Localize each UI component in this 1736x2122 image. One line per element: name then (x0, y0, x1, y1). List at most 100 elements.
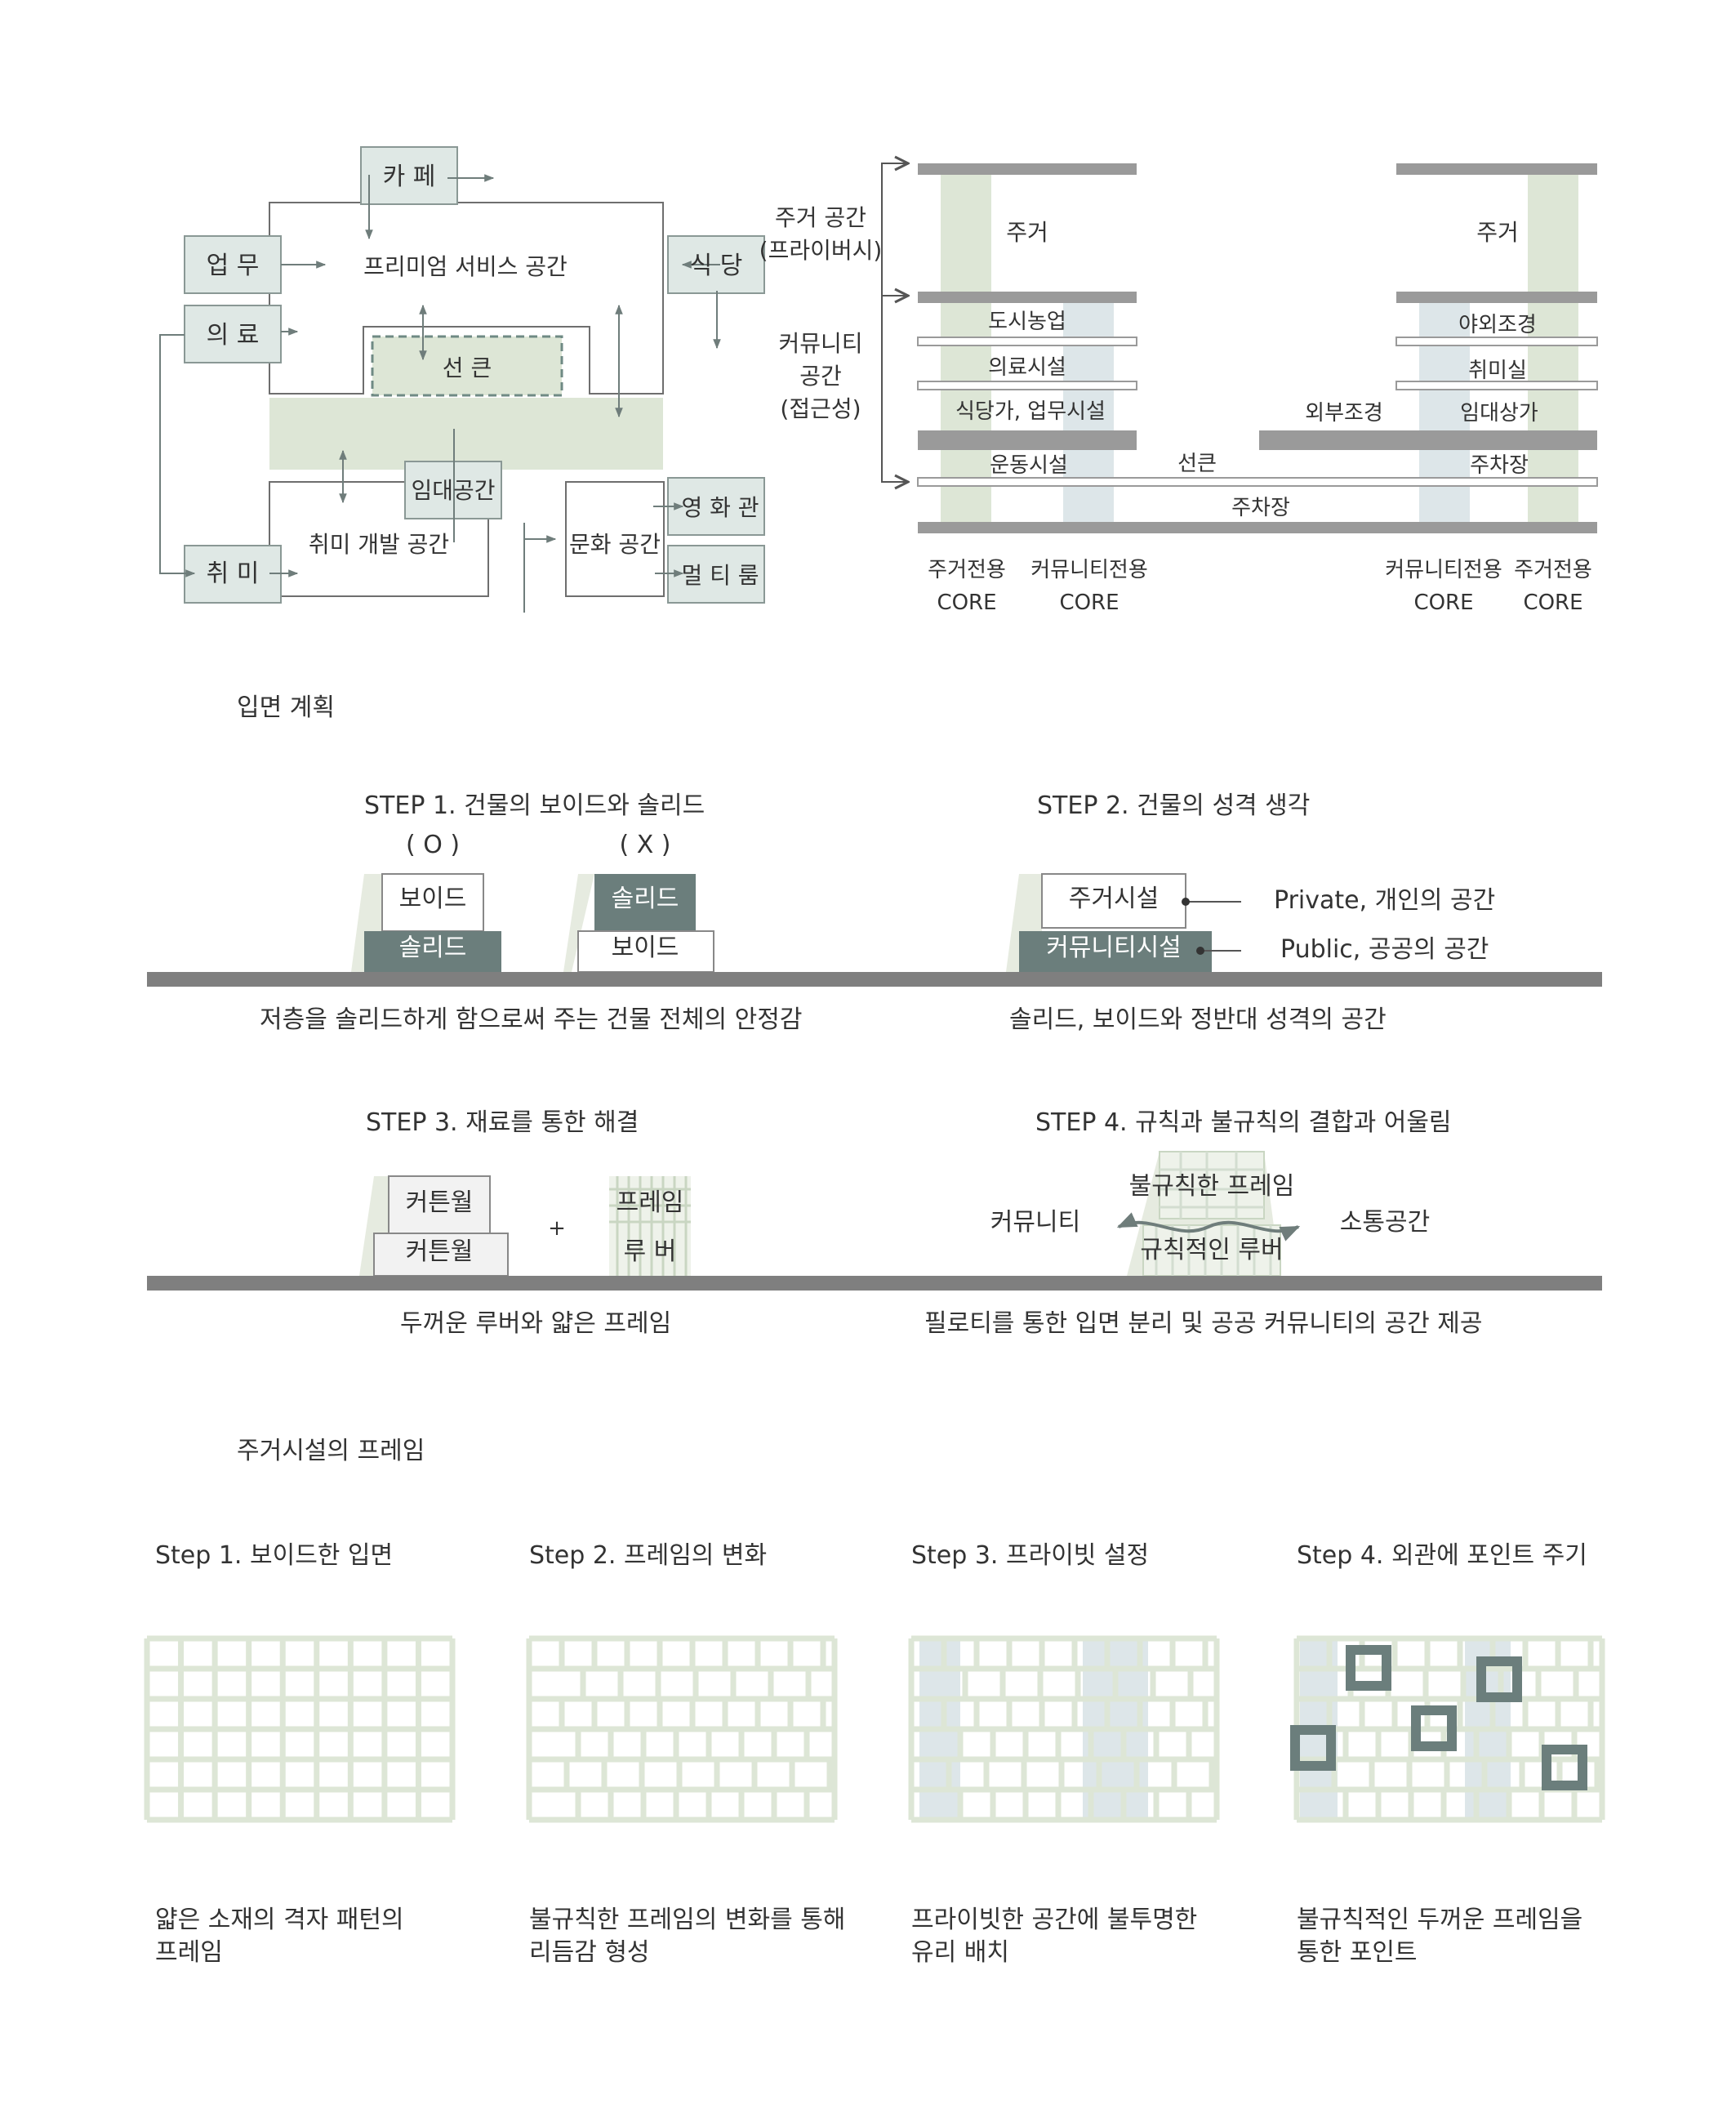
section-diagram: 주거 공간 (프라이버시) 커뮤니티 공간 (접근성) 주거 도시농업 의료시설… (759, 163, 1598, 615)
rental-shops-label: 임대상가 (1460, 401, 1538, 426)
frame-step2-cap1: 불규칙한 프레임의 변화를 통해 (529, 1906, 845, 1934)
core-residential-left (941, 173, 991, 531)
facade-step1: STEP 1. 건물의 보이드와 솔리드 ( O ) ( X ) 보이드 솔리드… (260, 791, 802, 1034)
step1-caption: 저층을 솔리드하게 함으로써 주는 건물 전체의 안정감 (260, 1005, 802, 1034)
rental-label: 임대공간 (411, 477, 495, 504)
ground-line-2 (147, 1276, 1602, 1291)
culture-zone (565, 481, 665, 597)
step4-title: STEP 4. 규칙과 불규칙의 결합과 어울림 (1035, 1108, 1452, 1137)
office-label: 업 무 (207, 252, 260, 280)
cafe-node (360, 146, 458, 205)
ok-mark: ( O ) (406, 831, 460, 859)
frame-louver-sample (609, 1176, 691, 1276)
hobby-label: 취 미 (207, 559, 260, 588)
core3-l1: 커뮤니티전용 (1385, 558, 1502, 582)
medical-label: 의 료 (207, 321, 260, 350)
core2-l2: CORE (1059, 591, 1119, 615)
no-void-label: 보이드 (612, 934, 679, 962)
community-label: 커뮤니티 (778, 330, 862, 357)
restaurant-office-label: 식당가, 업무시설 (955, 399, 1106, 424)
step2-caption: 솔리드, 보이드와 정반대 성격의 공간 (1009, 1005, 1387, 1034)
section-thin-slabs (917, 337, 1598, 487)
restaurant-label: 식 당 (690, 252, 743, 280)
frame-step2-title: Step 2. 프레임의 변화 (529, 1541, 767, 1570)
step3-caption: 두꺼운 루버와 얇은 프레임 (400, 1309, 671, 1338)
left-residential-label: 주거 (1006, 219, 1048, 246)
space-label: 공간 (799, 363, 842, 390)
residential-facility-label: 주거시설 (1069, 885, 1159, 913)
farming-label: 도시농업 (988, 310, 1066, 334)
program-diagram: 카 페 업 무 의 료 식 당 영 화 관 멀 티 룸 취 미 임대공간 프리미… (159, 146, 765, 613)
program-connectors (159, 174, 721, 613)
facade-step3: STEP 3. 재료를 통한 해결 커튼월 커튼월 + 프레임 루 버 두꺼운 … (359, 1108, 691, 1338)
accessibility-label: (접근성) (780, 395, 861, 422)
privacy-label: (프라이버시) (759, 237, 883, 264)
right-parking-label: 주차장 (1470, 453, 1529, 478)
regular-louver-label: 규칙적인 루버 (1140, 1236, 1283, 1264)
outdoor-landscape-label: 야외조경 (1458, 313, 1537, 337)
step3-title: STEP 3. 재료를 통한 해결 (366, 1108, 639, 1137)
premium-zone-label: 프리미엄 서비스 공간 (363, 253, 568, 280)
multiroom-label: 멀 티 룸 (681, 562, 759, 589)
thick-frame-point-5 (1542, 1745, 1587, 1790)
communication-side-label: 소통공간 (1340, 1208, 1430, 1237)
sunken-band (269, 398, 663, 470)
step4-caption: 필로티를 통한 입면 분리 및 공공 커뮤니티의 공간 제공 (924, 1309, 1483, 1338)
core3-l2: CORE (1413, 591, 1473, 615)
thick-frame-point-2 (1476, 1656, 1522, 1702)
frame-step4-cap1: 불규칙적인 두꺼운 프레임을 (1297, 1906, 1582, 1934)
facade-step4: STEP 4. 규칙과 불규칙의 결합과 어울림 불규칙한 프레임 규칙적인 루… (924, 1108, 1483, 1338)
frame-step4-title: Step 4. 외관에 포인트 주기 (1297, 1541, 1587, 1570)
plus-sign: + (548, 1216, 566, 1241)
no-solid-label: 솔리드 (612, 885, 679, 913)
curtain-wall-lower-label: 커튼월 (406, 1237, 474, 1266)
frame-step1-cap1: 얇은 소재의 격자 패턴의 (155, 1906, 404, 1934)
right-residential-label: 주거 (1476, 219, 1519, 246)
frame-panel-2 (526, 1635, 838, 1823)
frame-step3-cap1: 프라이빗한 공간에 불투명한 (911, 1906, 1197, 1934)
community-side-label: 커뮤니티 (990, 1208, 1080, 1237)
frame-step2-cap2: 리듬감 형성 (529, 1938, 650, 1967)
core-residential-right (1528, 173, 1578, 531)
cinema-label: 영 화 관 (681, 494, 759, 521)
core4-l1: 주거전용 (1514, 558, 1592, 582)
sunken-label: 선 큰 (443, 354, 492, 381)
culture-label: 문화 공간 (569, 531, 661, 558)
irregular-frame-label: 불규칙한 프레임 (1129, 1172, 1295, 1201)
step2-title: STEP 2. 건물의 성격 생각 (1037, 791, 1310, 820)
facade-plan-heading: 입면 계획 (237, 693, 335, 722)
frame-panel-1 (144, 1635, 456, 1823)
section-brackets (881, 163, 906, 482)
medical-node (184, 305, 282, 363)
office-node (184, 235, 282, 294)
premium-zone-outline (269, 202, 664, 395)
ground-line-1 (147, 972, 1602, 987)
core1-l1: 주거전용 (928, 558, 1006, 582)
core4-l2: CORE (1523, 591, 1582, 615)
frame-panel-3 (908, 1635, 1220, 1823)
facade-step2: STEP 2. 건물의 성격 생각 주거시설 커뮤니티시설 Private, 개… (1006, 791, 1495, 1034)
sunken-box (371, 335, 563, 397)
curtain-wall-upper-label: 커튼월 (406, 1188, 474, 1217)
sports-label: 운동시설 (990, 453, 1068, 478)
hobby-dev-zone (269, 481, 489, 597)
no-mark: ( X ) (619, 831, 670, 859)
frame-step3-title: Step 3. 프라이빗 설정 (911, 1541, 1149, 1570)
frame-step3-cap2: 유리 배치 (911, 1938, 1009, 1967)
medical-facility-label: 의료시설 (988, 355, 1066, 380)
frame-step1-cap2: 프레임 (155, 1938, 223, 1967)
frame-step1-title: Step 1. 보이드한 입면 (155, 1541, 393, 1570)
thick-frame-point-1 (1346, 1645, 1391, 1691)
public-label: Public, 공공의 공간 (1280, 935, 1489, 964)
frame-step4-cap2: 통한 포인트 (1297, 1938, 1418, 1967)
core2-l1: 커뮤니티전용 (1030, 558, 1148, 582)
ok-solid-label: 솔리드 (399, 934, 467, 962)
cinema-node (667, 477, 765, 536)
frame-section-heading: 주거시설의 프레임 (237, 1437, 425, 1465)
frame-panels (144, 1635, 1605, 1823)
section-slabs (918, 163, 1597, 533)
community-facility-label: 커뮤니티시설 (1046, 934, 1182, 962)
louver-label: 루 버 (624, 1237, 677, 1266)
multiroom-node (667, 545, 765, 604)
